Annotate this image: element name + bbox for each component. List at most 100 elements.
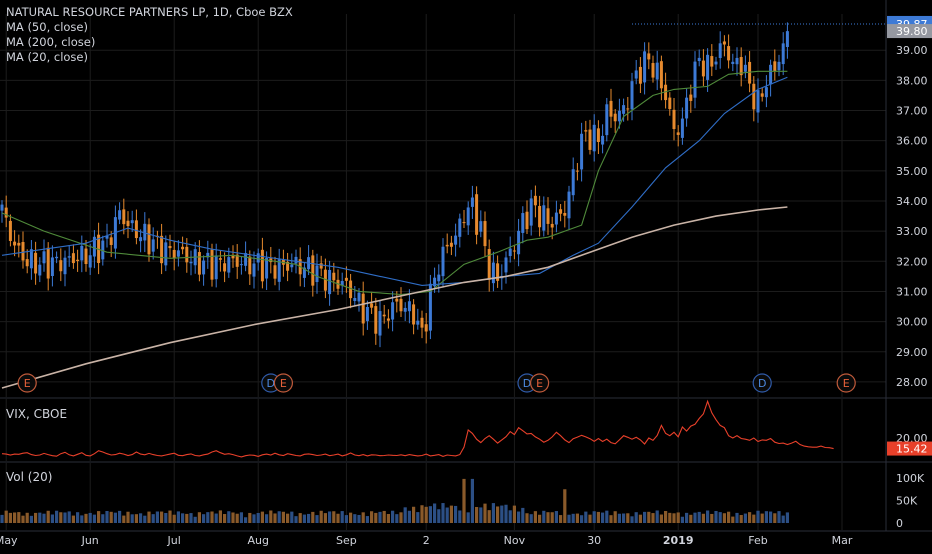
candle-body[interactable]: [613, 113, 617, 122]
candle-body[interactable]: [357, 292, 361, 302]
candle-body[interactable]: [59, 260, 63, 272]
candle-body[interactable]: [693, 61, 697, 98]
candle-body[interactable]: [8, 220, 12, 241]
candle-body[interactable]: [630, 81, 634, 110]
candle-body[interactable]: [214, 255, 218, 280]
candle-body[interactable]: [302, 267, 306, 278]
candle-body[interactable]: [433, 277, 437, 287]
candle-body[interactable]: [710, 56, 714, 67]
candle-body[interactable]: [697, 57, 701, 62]
candle-body[interactable]: [71, 253, 75, 264]
candle-body[interactable]: [659, 61, 663, 89]
study-ma-200[interactable]: MA (200, close): [6, 35, 96, 49]
candle-body[interactable]: [151, 239, 155, 252]
candle-body[interactable]: [475, 194, 479, 235]
candle-body[interactable]: [63, 257, 67, 275]
candle-body[interactable]: [479, 221, 483, 232]
candle-body[interactable]: [601, 135, 605, 145]
candle-body[interactable]: [386, 318, 390, 321]
candle-body[interactable]: [202, 260, 206, 275]
candle-body[interactable]: [370, 303, 374, 308]
candle-body[interactable]: [533, 195, 537, 206]
candle-body[interactable]: [634, 70, 638, 79]
candle-body[interactable]: [328, 269, 332, 295]
candle-body[interactable]: [592, 124, 596, 152]
candle-body[interactable]: [319, 263, 323, 269]
candle-body[interactable]: [206, 252, 210, 258]
candle-body[interactable]: [546, 208, 550, 224]
candle-body[interactable]: [785, 31, 789, 47]
candle-body[interactable]: [781, 43, 785, 65]
candle-body[interactable]: [164, 242, 168, 266]
candle-body[interactable]: [655, 62, 659, 80]
candle-body[interactable]: [638, 66, 642, 84]
candle-body[interactable]: [685, 97, 689, 119]
candle-body[interactable]: [256, 253, 260, 263]
vix-line[interactable]: [1, 399, 834, 458]
candle-body[interactable]: [483, 221, 487, 247]
candle-body[interactable]: [260, 249, 264, 282]
candle-body[interactable]: [420, 317, 424, 328]
candle-body[interactable]: [491, 262, 495, 284]
candle-body[interactable]: [38, 264, 42, 276]
candle-body[interactable]: [735, 57, 739, 65]
candle-body[interactable]: [147, 224, 151, 255]
candle-body[interactable]: [424, 324, 428, 332]
candle-body[interactable]: [92, 236, 96, 257]
candle-body[interactable]: [382, 314, 386, 317]
study-ma-50[interactable]: MA (50, close): [6, 20, 88, 34]
candle-body[interactable]: [769, 64, 773, 85]
candle-body[interactable]: [105, 235, 109, 239]
candle-body[interactable]: [34, 252, 38, 274]
candle-body[interactable]: [0, 204, 4, 211]
candle-body[interactable]: [517, 230, 521, 255]
candle-body[interactable]: [311, 255, 315, 286]
candle-body[interactable]: [189, 261, 193, 264]
candle-body[interactable]: [130, 220, 134, 224]
candle-body[interactable]: [248, 256, 252, 275]
candle-body[interactable]: [739, 57, 743, 76]
candle-body[interactable]: [223, 263, 227, 272]
candle-body[interactable]: [134, 220, 138, 239]
candle-body[interactable]: [609, 100, 613, 117]
candle-body[interactable]: [466, 207, 470, 226]
candle-body[interactable]: [176, 250, 180, 257]
candle-body[interactable]: [109, 237, 113, 245]
candle-body[interactable]: [512, 250, 516, 252]
candle-body[interactable]: [617, 110, 621, 122]
candle-body[interactable]: [21, 242, 25, 261]
candle-body[interactable]: [550, 223, 554, 228]
candle-body[interactable]: [647, 53, 651, 60]
candle-body[interactable]: [344, 277, 348, 281]
candle-body[interactable]: [353, 297, 357, 301]
candle-body[interactable]: [727, 46, 731, 61]
candle-body[interactable]: [160, 235, 164, 264]
candle-body[interactable]: [227, 257, 231, 273]
candle-body[interactable]: [168, 246, 172, 249]
candle-body[interactable]: [210, 249, 214, 280]
candle-body[interactable]: [760, 93, 764, 97]
candle-body[interactable]: [25, 259, 29, 267]
candle-body[interactable]: [4, 207, 8, 218]
candle-body[interactable]: [743, 64, 747, 72]
earnings-marker[interactable]: [529, 373, 550, 393]
candle-body[interactable]: [722, 41, 726, 45]
candle-body[interactable]: [571, 169, 575, 196]
candle-body[interactable]: [50, 257, 54, 277]
candle-body[interactable]: [605, 104, 609, 136]
candle-body[interactable]: [714, 61, 718, 65]
candle-body[interactable]: [470, 197, 474, 207]
candle-body[interactable]: [584, 130, 588, 132]
candle-body[interactable]: [252, 263, 256, 277]
candle-body[interactable]: [689, 94, 693, 101]
candle-body[interactable]: [395, 298, 399, 302]
candle-body[interactable]: [399, 298, 403, 312]
candle-body[interactable]: [756, 90, 760, 113]
candle-body[interactable]: [748, 61, 752, 84]
candle-body[interactable]: [101, 240, 105, 260]
candle-body[interactable]: [378, 311, 382, 336]
candle-body[interactable]: [521, 213, 525, 233]
candle-body[interactable]: [668, 97, 672, 110]
candle-body[interactable]: [407, 301, 411, 312]
